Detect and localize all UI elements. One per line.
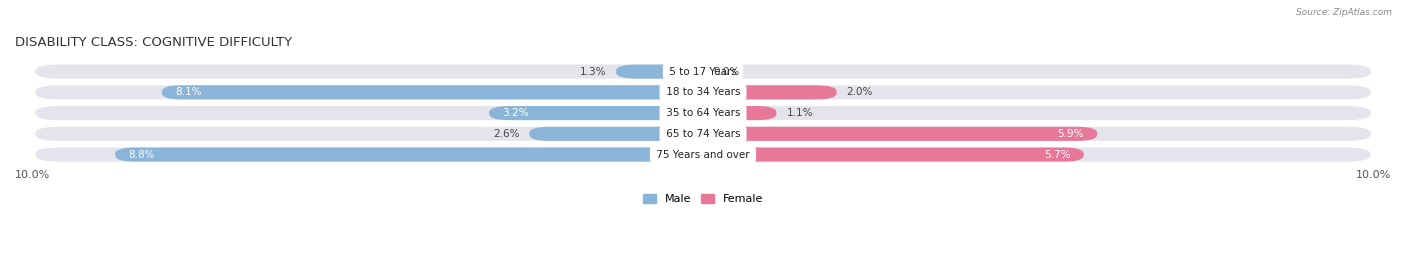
FancyBboxPatch shape — [35, 106, 1371, 120]
FancyBboxPatch shape — [35, 65, 1371, 79]
FancyBboxPatch shape — [616, 65, 703, 79]
Text: 18 to 34 Years: 18 to 34 Years — [662, 87, 744, 97]
Text: 10.0%: 10.0% — [15, 170, 51, 180]
Text: 2.6%: 2.6% — [494, 129, 519, 139]
FancyBboxPatch shape — [35, 147, 1371, 162]
Text: 0.0%: 0.0% — [713, 67, 740, 77]
Text: 5.7%: 5.7% — [1043, 150, 1070, 160]
Text: 10.0%: 10.0% — [1355, 170, 1391, 180]
FancyBboxPatch shape — [162, 85, 703, 99]
Text: Source: ZipAtlas.com: Source: ZipAtlas.com — [1296, 8, 1392, 17]
Text: 65 to 74 Years: 65 to 74 Years — [662, 129, 744, 139]
Legend: Male, Female: Male, Female — [643, 194, 763, 204]
Text: DISABILITY CLASS: COGNITIVE DIFFICULTY: DISABILITY CLASS: COGNITIVE DIFFICULTY — [15, 36, 292, 49]
FancyBboxPatch shape — [703, 127, 1097, 141]
FancyBboxPatch shape — [703, 106, 776, 120]
Text: 8.8%: 8.8% — [128, 150, 155, 160]
Text: 8.1%: 8.1% — [176, 87, 202, 97]
Text: 5 to 17 Years: 5 to 17 Years — [666, 67, 740, 77]
Text: 2.0%: 2.0% — [846, 87, 873, 97]
Text: 75 Years and over: 75 Years and over — [652, 150, 754, 160]
FancyBboxPatch shape — [489, 106, 703, 120]
FancyBboxPatch shape — [35, 127, 1371, 141]
Text: 3.2%: 3.2% — [502, 108, 529, 118]
FancyBboxPatch shape — [703, 147, 1084, 162]
FancyBboxPatch shape — [115, 147, 703, 162]
FancyBboxPatch shape — [529, 127, 703, 141]
Text: 1.1%: 1.1% — [786, 108, 813, 118]
Text: 35 to 64 Years: 35 to 64 Years — [662, 108, 744, 118]
FancyBboxPatch shape — [35, 85, 1371, 99]
FancyBboxPatch shape — [703, 85, 837, 99]
Text: 1.3%: 1.3% — [579, 67, 606, 77]
Text: 5.9%: 5.9% — [1057, 129, 1084, 139]
